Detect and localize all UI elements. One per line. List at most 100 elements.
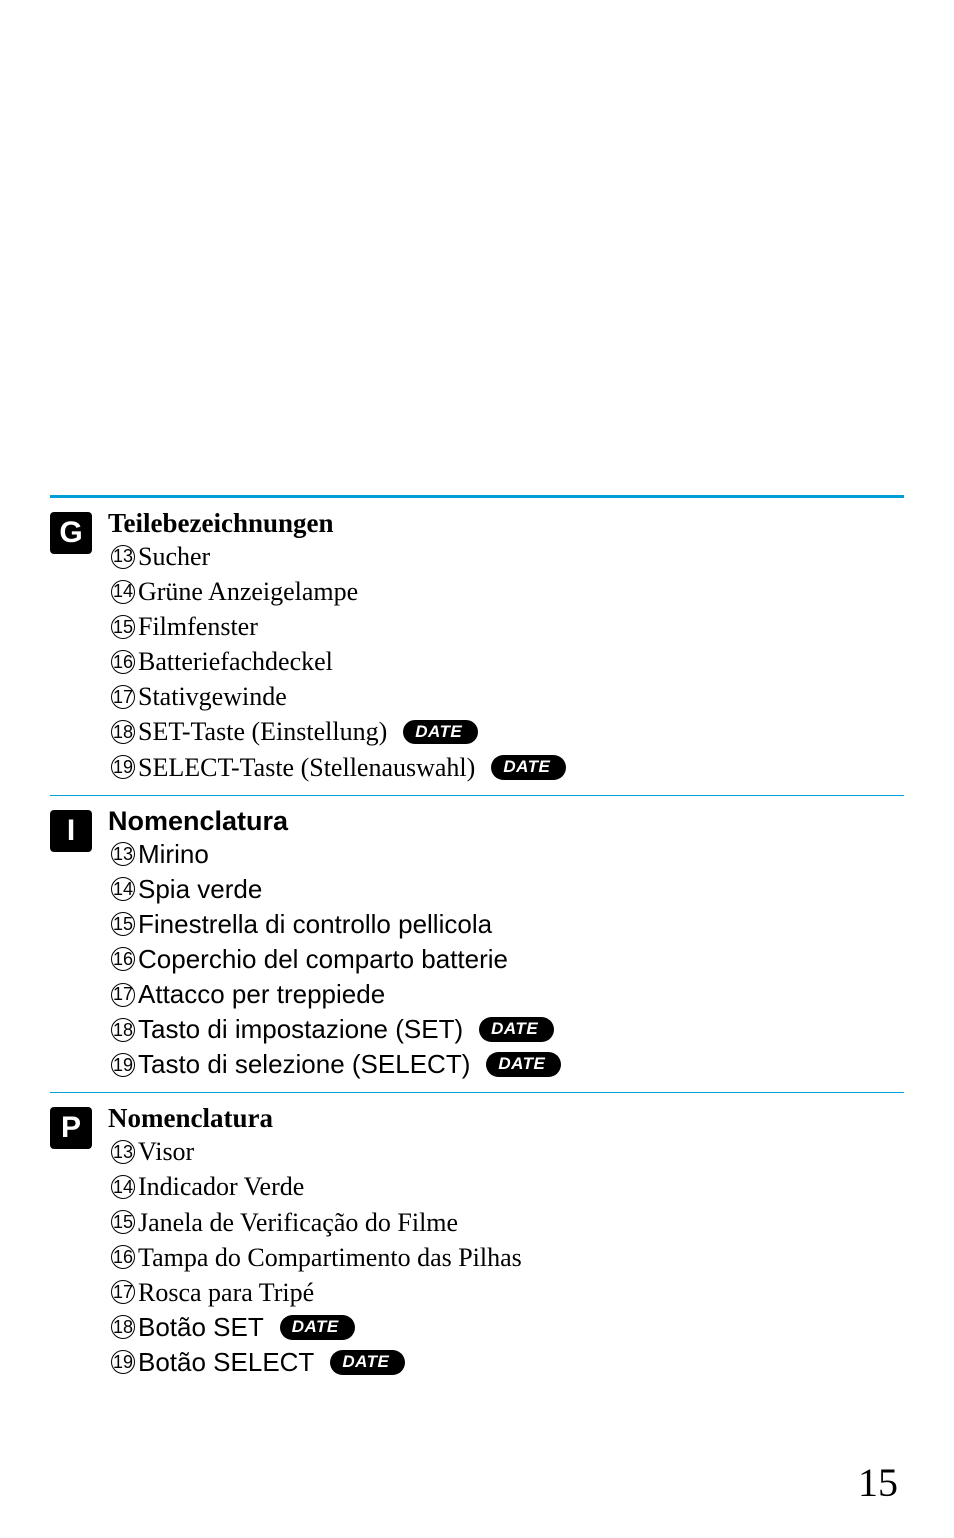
- list-item: 19Botão SELECT DATE: [108, 1345, 904, 1380]
- item-number: 18: [113, 1018, 133, 1042]
- list-item: 18SET-Taste (Einstellung) DATE: [108, 714, 904, 749]
- list-item: 17Attacco per treppiede: [108, 977, 904, 1012]
- item-number: 18: [113, 720, 133, 744]
- page-number: 15: [858, 1459, 898, 1506]
- item-label: Tasto di impostazione (SET): [138, 1012, 463, 1047]
- language-section: GTeilebezeichnungen13Sucher14Grüne Anzei…: [50, 500, 904, 795]
- item-number: 17: [113, 685, 133, 709]
- list-item: 15Janela de Verificação do Filme: [108, 1205, 904, 1240]
- section-divider: [50, 495, 904, 498]
- circled-number-icon: 19: [108, 1345, 138, 1380]
- item-label: Finestrella di controllo pellicola: [138, 907, 492, 942]
- item-number: 14: [113, 579, 133, 603]
- section-title: Teilebezeichnungen: [108, 508, 904, 539]
- item-number: 13: [113, 544, 133, 568]
- item-number: 16: [113, 947, 133, 971]
- list-item: 13Sucher: [108, 539, 904, 574]
- item-label: Rosca para Tripé: [138, 1275, 314, 1310]
- item-number: 17: [113, 1280, 133, 1304]
- circled-number-icon: 18: [108, 1310, 138, 1345]
- circled-number-icon: 13: [108, 837, 138, 872]
- section-title: Nomenclatura: [108, 1103, 904, 1134]
- list-item: 16Coperchio del comparto batterie: [108, 942, 904, 977]
- item-number: 16: [113, 1245, 133, 1269]
- circled-number-icon: 19: [108, 1047, 138, 1082]
- date-pill-icon: DATE: [330, 1350, 405, 1375]
- section-title: Nomenclatura: [108, 806, 904, 837]
- date-pill-icon: DATE: [491, 755, 566, 780]
- item-number: 18: [113, 1315, 133, 1339]
- item-number: 19: [113, 755, 133, 779]
- date-pill-icon: DATE: [280, 1315, 355, 1340]
- circled-number-icon: 17: [108, 679, 138, 714]
- item-label: Spia verde: [138, 872, 262, 907]
- circled-number-icon: 16: [108, 1240, 138, 1275]
- list-item: 15Filmfenster: [108, 609, 904, 644]
- list-item: 19Tasto di selezione (SELECT) DATE: [108, 1047, 904, 1082]
- list-item: 14Grüne Anzeigelampe: [108, 574, 904, 609]
- item-list: 13Sucher14Grüne Anzeigelampe15Filmfenste…: [108, 539, 904, 785]
- item-label: Stativgewinde: [138, 679, 287, 714]
- circled-number-icon: 14: [108, 872, 138, 907]
- list-item: 16Batteriefachdeckel: [108, 644, 904, 679]
- item-label: Sucher: [138, 539, 210, 574]
- item-label: Filmfenster: [138, 609, 258, 644]
- circled-number-icon: 18: [108, 1012, 138, 1047]
- item-number: 19: [113, 1350, 133, 1374]
- circled-number-icon: 13: [108, 1134, 138, 1169]
- item-label: Indicador Verde: [138, 1169, 304, 1204]
- list-item: 19SELECT-Taste (Stellenauswahl) DATE: [108, 750, 904, 785]
- item-label: Visor: [138, 1134, 194, 1169]
- date-pill-icon: DATE: [479, 1017, 554, 1042]
- list-item: 14Spia verde: [108, 872, 904, 907]
- section-divider: [50, 1092, 904, 1093]
- circled-number-icon: 15: [108, 907, 138, 942]
- item-label: Botão SELECT: [138, 1345, 314, 1380]
- item-number: 14: [113, 877, 133, 901]
- item-label: Janela de Verificação do Filme: [138, 1205, 458, 1240]
- language-badge: I: [50, 810, 92, 852]
- circled-number-icon: 13: [108, 539, 138, 574]
- date-pill-icon: DATE: [403, 720, 478, 745]
- item-number: 13: [113, 842, 133, 866]
- item-number: 15: [113, 615, 133, 639]
- section-body: Nomenclatura13Visor14Indicador Verde15Ja…: [108, 1103, 904, 1380]
- item-list: 13Mirino14Spia verde15Finestrella di con…: [108, 837, 904, 1083]
- section-divider: [50, 795, 904, 796]
- circled-number-icon: 17: [108, 977, 138, 1012]
- circled-number-icon: 14: [108, 1169, 138, 1204]
- circled-number-icon: 19: [108, 750, 138, 785]
- item-label: Tampa do Compartimento das Pilhas: [138, 1240, 522, 1275]
- list-item: 17Stativgewinde: [108, 679, 904, 714]
- item-number: 15: [113, 1210, 133, 1234]
- item-number: 17: [113, 982, 133, 1006]
- item-label: SELECT-Taste (Stellenauswahl): [138, 750, 475, 785]
- list-item: 15Finestrella di controllo pellicola: [108, 907, 904, 942]
- circled-number-icon: 16: [108, 644, 138, 679]
- list-item: 18Tasto di impostazione (SET) DATE: [108, 1012, 904, 1047]
- content-area: GTeilebezeichnungen13Sucher14Grüne Anzei…: [50, 495, 904, 1390]
- date-pill-icon: DATE: [486, 1052, 561, 1077]
- item-list: 13Visor14Indicador Verde15Janela de Veri…: [108, 1134, 904, 1380]
- circled-number-icon: 18: [108, 714, 138, 749]
- item-label: Coperchio del comparto batterie: [138, 942, 508, 977]
- list-item: 18Botão SETDATE: [108, 1310, 904, 1345]
- circled-number-icon: 16: [108, 942, 138, 977]
- item-number: 13: [113, 1140, 133, 1164]
- item-label: Attacco per treppiede: [138, 977, 385, 1012]
- list-item: 14Indicador Verde: [108, 1169, 904, 1204]
- item-number: 19: [113, 1053, 133, 1077]
- item-label: Grüne Anzeigelampe: [138, 574, 358, 609]
- language-badge: P: [50, 1107, 92, 1149]
- section-body: Nomenclatura13Mirino14Spia verde15Finest…: [108, 806, 904, 1083]
- item-label: SET-Taste (Einstellung): [138, 714, 387, 749]
- item-label: Mirino: [138, 837, 209, 872]
- language-badge: G: [50, 512, 92, 554]
- language-section: PNomenclatura13Visor14Indicador Verde15J…: [50, 1095, 904, 1390]
- item-label: Tasto di selezione (SELECT): [138, 1047, 470, 1082]
- list-item: 13Mirino: [108, 837, 904, 872]
- list-item: 16Tampa do Compartimento das Pilhas: [108, 1240, 904, 1275]
- circled-number-icon: 15: [108, 1205, 138, 1240]
- section-body: Teilebezeichnungen13Sucher14Grüne Anzeig…: [108, 508, 904, 785]
- language-section: INomenclatura13Mirino14Spia verde15Fines…: [50, 798, 904, 1093]
